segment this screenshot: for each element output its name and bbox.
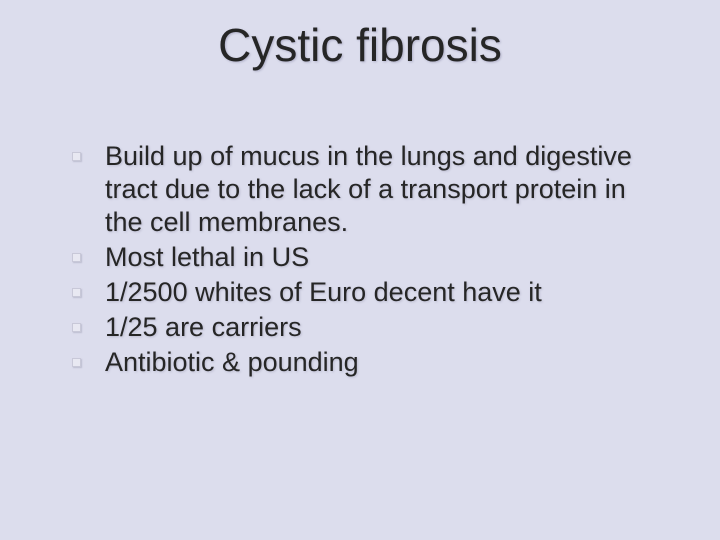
bullet-icon bbox=[72, 288, 81, 297]
list-item: Build up of mucus in the lungs and diges… bbox=[72, 140, 670, 239]
slide-title: Cystic fibrosis bbox=[30, 18, 690, 72]
bullet-icon bbox=[72, 358, 81, 367]
bullet-text: Build up of mucus in the lungs and diges… bbox=[105, 140, 670, 239]
bullet-icon bbox=[72, 323, 81, 332]
bullet-text: 1/2500 whites of Euro decent have it bbox=[105, 276, 542, 309]
bullet-text: Antibiotic & pounding bbox=[105, 346, 359, 379]
bullet-icon bbox=[72, 253, 81, 262]
list-item: 1/2500 whites of Euro decent have it bbox=[72, 276, 670, 309]
bullet-text: 1/25 are carriers bbox=[105, 311, 302, 344]
list-item: Most lethal in US bbox=[72, 241, 670, 274]
slide-body: Build up of mucus in the lungs and diges… bbox=[30, 140, 690, 379]
list-item: 1/25 are carriers bbox=[72, 311, 670, 344]
list-item: Antibiotic & pounding bbox=[72, 346, 670, 379]
bullet-icon bbox=[72, 152, 81, 161]
bullet-text: Most lethal in US bbox=[105, 241, 309, 274]
